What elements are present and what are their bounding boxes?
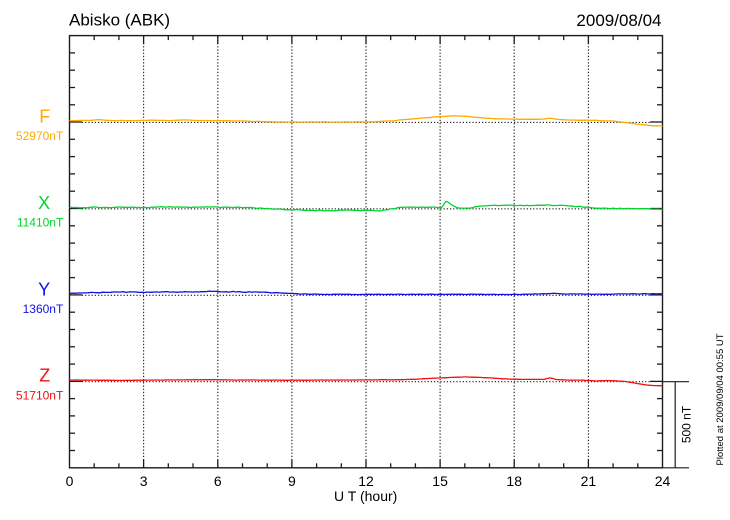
svg-text:12: 12 — [358, 473, 374, 489]
svg-text:Z: Z — [39, 366, 50, 386]
svg-text:18: 18 — [506, 473, 522, 489]
svg-text:24: 24 — [655, 473, 671, 489]
svg-text:Abisko (ABK): Abisko (ABK) — [69, 11, 170, 30]
svg-text:1360nT: 1360nT — [23, 302, 64, 316]
svg-text:F: F — [39, 106, 50, 126]
svg-text:3: 3 — [140, 473, 148, 489]
svg-text:11410nT: 11410nT — [17, 215, 64, 229]
svg-text:Y: Y — [38, 279, 50, 299]
svg-text:U T (hour): U T (hour) — [334, 488, 397, 504]
svg-text:15: 15 — [432, 473, 448, 489]
svg-text:52970nT: 52970nT — [16, 129, 64, 143]
svg-text:Plotted at 2009/09/04 00:55 UT: Plotted at 2009/09/04 00:55 UT — [715, 333, 726, 465]
svg-text:500 nT: 500 nT — [680, 405, 694, 443]
svg-text:9: 9 — [288, 473, 296, 489]
svg-text:21: 21 — [581, 473, 597, 489]
svg-text:2009/08/04: 2009/08/04 — [576, 11, 661, 30]
svg-text:X: X — [38, 193, 50, 213]
svg-text:0: 0 — [66, 473, 74, 489]
svg-text:51710nT: 51710nT — [16, 388, 64, 402]
svg-text:6: 6 — [214, 473, 222, 489]
